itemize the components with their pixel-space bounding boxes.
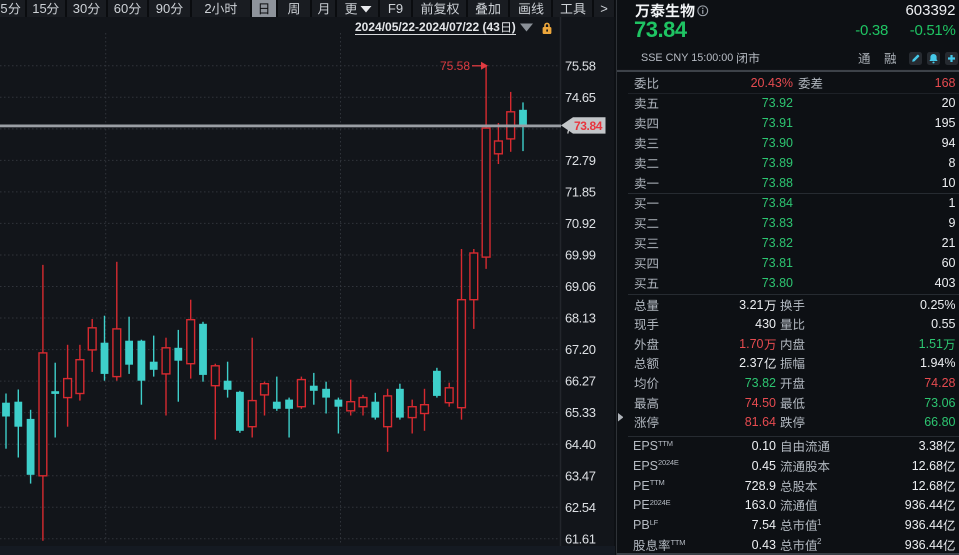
svg-text:73.84: 73.84: [574, 119, 603, 133]
svg-text:72.79: 72.79: [565, 153, 596, 168]
svg-text:66.27: 66.27: [565, 374, 596, 389]
svg-text:71.85: 71.85: [565, 185, 596, 200]
svg-text:62.54: 62.54: [565, 500, 596, 515]
svg-text:75.58: 75.58: [565, 58, 596, 73]
svg-text:75.58: 75.58: [440, 59, 470, 73]
svg-text:74.65: 74.65: [565, 90, 596, 105]
svg-text:67.20: 67.20: [565, 342, 596, 357]
svg-text:68.13: 68.13: [565, 311, 596, 326]
svg-text:70.92: 70.92: [565, 216, 596, 231]
svg-text:61.61: 61.61: [565, 531, 596, 546]
svg-text:63.47: 63.47: [565, 468, 596, 483]
svg-text:69.99: 69.99: [565, 248, 596, 263]
svg-text:69.06: 69.06: [565, 279, 596, 294]
svg-text:65.33: 65.33: [565, 405, 596, 420]
svg-text:64.40: 64.40: [565, 437, 596, 452]
